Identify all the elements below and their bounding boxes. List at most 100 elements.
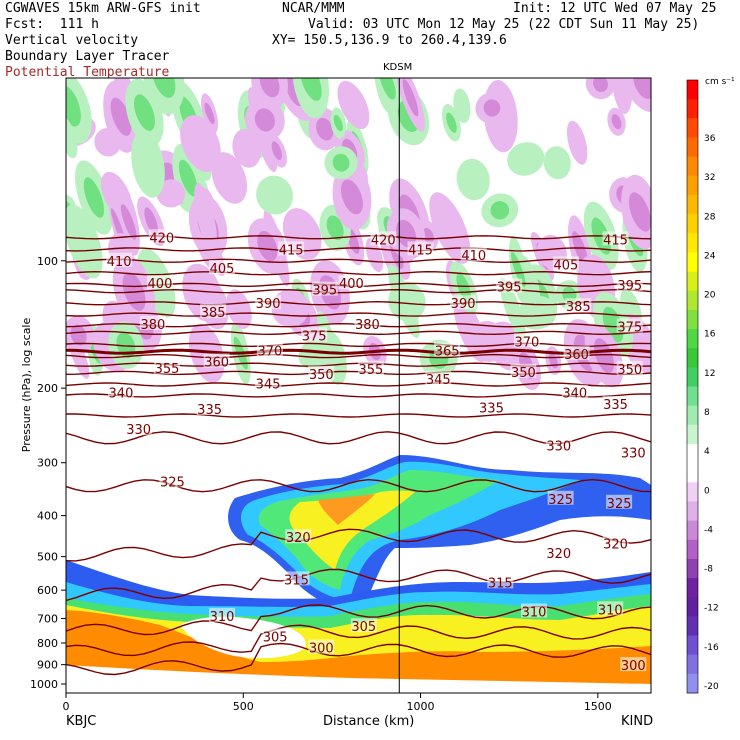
theta-label-background — [616, 318, 643, 333]
theta-label-background — [107, 384, 134, 399]
theta-contour-label: 310 — [598, 603, 623, 618]
left-station-label: KBJC — [66, 714, 97, 729]
theta-contour-label: 370 — [257, 345, 282, 360]
theta-contour-label: 420 — [149, 231, 174, 246]
colorbar-label: 32 — [704, 173, 715, 183]
theta-label-background — [606, 494, 633, 509]
colorbar-swatch — [687, 578, 698, 598]
theta-contour-label: 325 — [160, 475, 185, 490]
updraft-core — [379, 78, 396, 100]
updraft-core — [490, 201, 510, 220]
theta-label-background — [496, 278, 523, 293]
theta-contour-label: 415 — [408, 243, 433, 258]
theta-contour-label: 380 — [355, 318, 380, 333]
downdraft-core — [120, 204, 137, 240]
theta-label-background — [602, 396, 629, 411]
theta-contour-label: 355 — [155, 362, 180, 377]
theta-contour-line — [66, 624, 651, 657]
y-tick-label: 300 — [37, 457, 58, 470]
theta-contour-label: 300 — [621, 659, 646, 674]
theta-contour-label: 380 — [140, 318, 165, 333]
theta-contour-label: 345 — [256, 378, 281, 393]
downdraft-cell — [226, 289, 252, 329]
colorbar-swatch — [687, 252, 698, 273]
downdraft-cell — [365, 237, 384, 272]
theta-contour-label: 345 — [426, 373, 451, 388]
y-tick-label: 600 — [37, 584, 58, 597]
updraft-core — [446, 112, 457, 133]
colorbar-swatch — [687, 80, 698, 100]
theta-label-background — [159, 473, 186, 488]
colorbar-label: 36 — [704, 134, 716, 144]
theta-contour-line — [66, 528, 651, 562]
colorbar-swatch — [687, 558, 698, 579]
colorbar-swatch — [687, 520, 698, 541]
theta-contour-label: 415 — [279, 243, 304, 258]
theta-contour-label: 405 — [210, 262, 235, 277]
theta-label-background — [563, 345, 590, 360]
theta-label-background — [308, 639, 335, 654]
theta-label-background — [209, 259, 235, 274]
field-potential-temperature: Potential Temperature — [5, 65, 170, 80]
forecast-hour: Fcst: 111 h — [5, 17, 99, 32]
colorbar-label: -8 — [704, 565, 713, 575]
theta-contour-line — [66, 353, 651, 359]
theta-contour-label: 315 — [284, 573, 309, 588]
downdraft-core — [396, 219, 417, 248]
init-time: Init: 12 UTC Wed 07 May 25 — [513, 1, 717, 16]
theta-contour-label: 325 — [607, 497, 632, 512]
colorbar-label: 8 — [704, 408, 710, 418]
updraft-cell — [66, 115, 78, 159]
colorbar-swatch — [687, 654, 698, 675]
cross-section-endpoints: XY= 150.5,136.9 to 260.4,139.6 — [272, 33, 507, 48]
theta-contour-line — [66, 330, 651, 336]
y-tick-label: 700 — [37, 612, 58, 625]
theta-contours — [66, 235, 651, 676]
downdraft-core — [422, 227, 434, 244]
theta-contour-line — [66, 270, 651, 276]
theta-label-background — [545, 544, 572, 559]
theta-label-background — [616, 276, 643, 291]
x-tick-label: 1500 — [584, 700, 612, 713]
downdraft-core — [259, 78, 280, 98]
model-title: CGWAVES 15km ARW-GFS init — [5, 1, 201, 16]
theta-label-background — [285, 529, 312, 544]
theta-label-background — [196, 401, 223, 416]
colorbar-swatch — [687, 386, 698, 407]
downdraft-core — [144, 207, 159, 236]
theta-label-background — [602, 231, 629, 246]
institution-label: NCAR/MMM — [282, 1, 345, 16]
x-tick-label: 500 — [233, 700, 254, 713]
theta-contour-line — [66, 604, 651, 636]
theta-label-background — [510, 363, 537, 378]
theta-contour-line — [66, 300, 651, 306]
updraft-core — [333, 114, 343, 132]
downdraft-core — [593, 78, 608, 93]
theta-contour-label: 405 — [553, 258, 578, 273]
theta-contour-line — [66, 312, 651, 317]
downdraft-core — [254, 108, 275, 132]
valid-time: Valid: 03 UTC Mon 12 May 25 (22 CDT Sun … — [308, 17, 700, 32]
theta-label-background — [256, 342, 283, 357]
theta-label-background — [200, 303, 227, 318]
theta-label-background — [278, 241, 305, 256]
colorbar-swatch — [687, 309, 698, 330]
theta-label-background — [545, 437, 572, 452]
colorbar-unit: cm s⁻¹ — [705, 77, 735, 87]
theta-contour-line — [66, 642, 651, 676]
downdraft-cell — [194, 183, 218, 253]
theta-contour-label: 300 — [309, 642, 334, 657]
plot-frame — [65, 77, 652, 694]
theta-label-background — [552, 256, 579, 271]
theta-contour-line — [66, 382, 651, 387]
downdraft-core — [110, 97, 132, 136]
updraft-core — [152, 78, 176, 98]
theta-contour-label: 330 — [126, 423, 151, 438]
theta-contour-label: 375 — [302, 329, 327, 344]
colorbar-frame — [686, 79, 699, 694]
theta-contour-label: 320 — [546, 547, 571, 562]
theta-contour-label: 395 — [312, 284, 337, 299]
downdraft-core — [271, 141, 282, 161]
theta-label-background — [125, 421, 152, 436]
